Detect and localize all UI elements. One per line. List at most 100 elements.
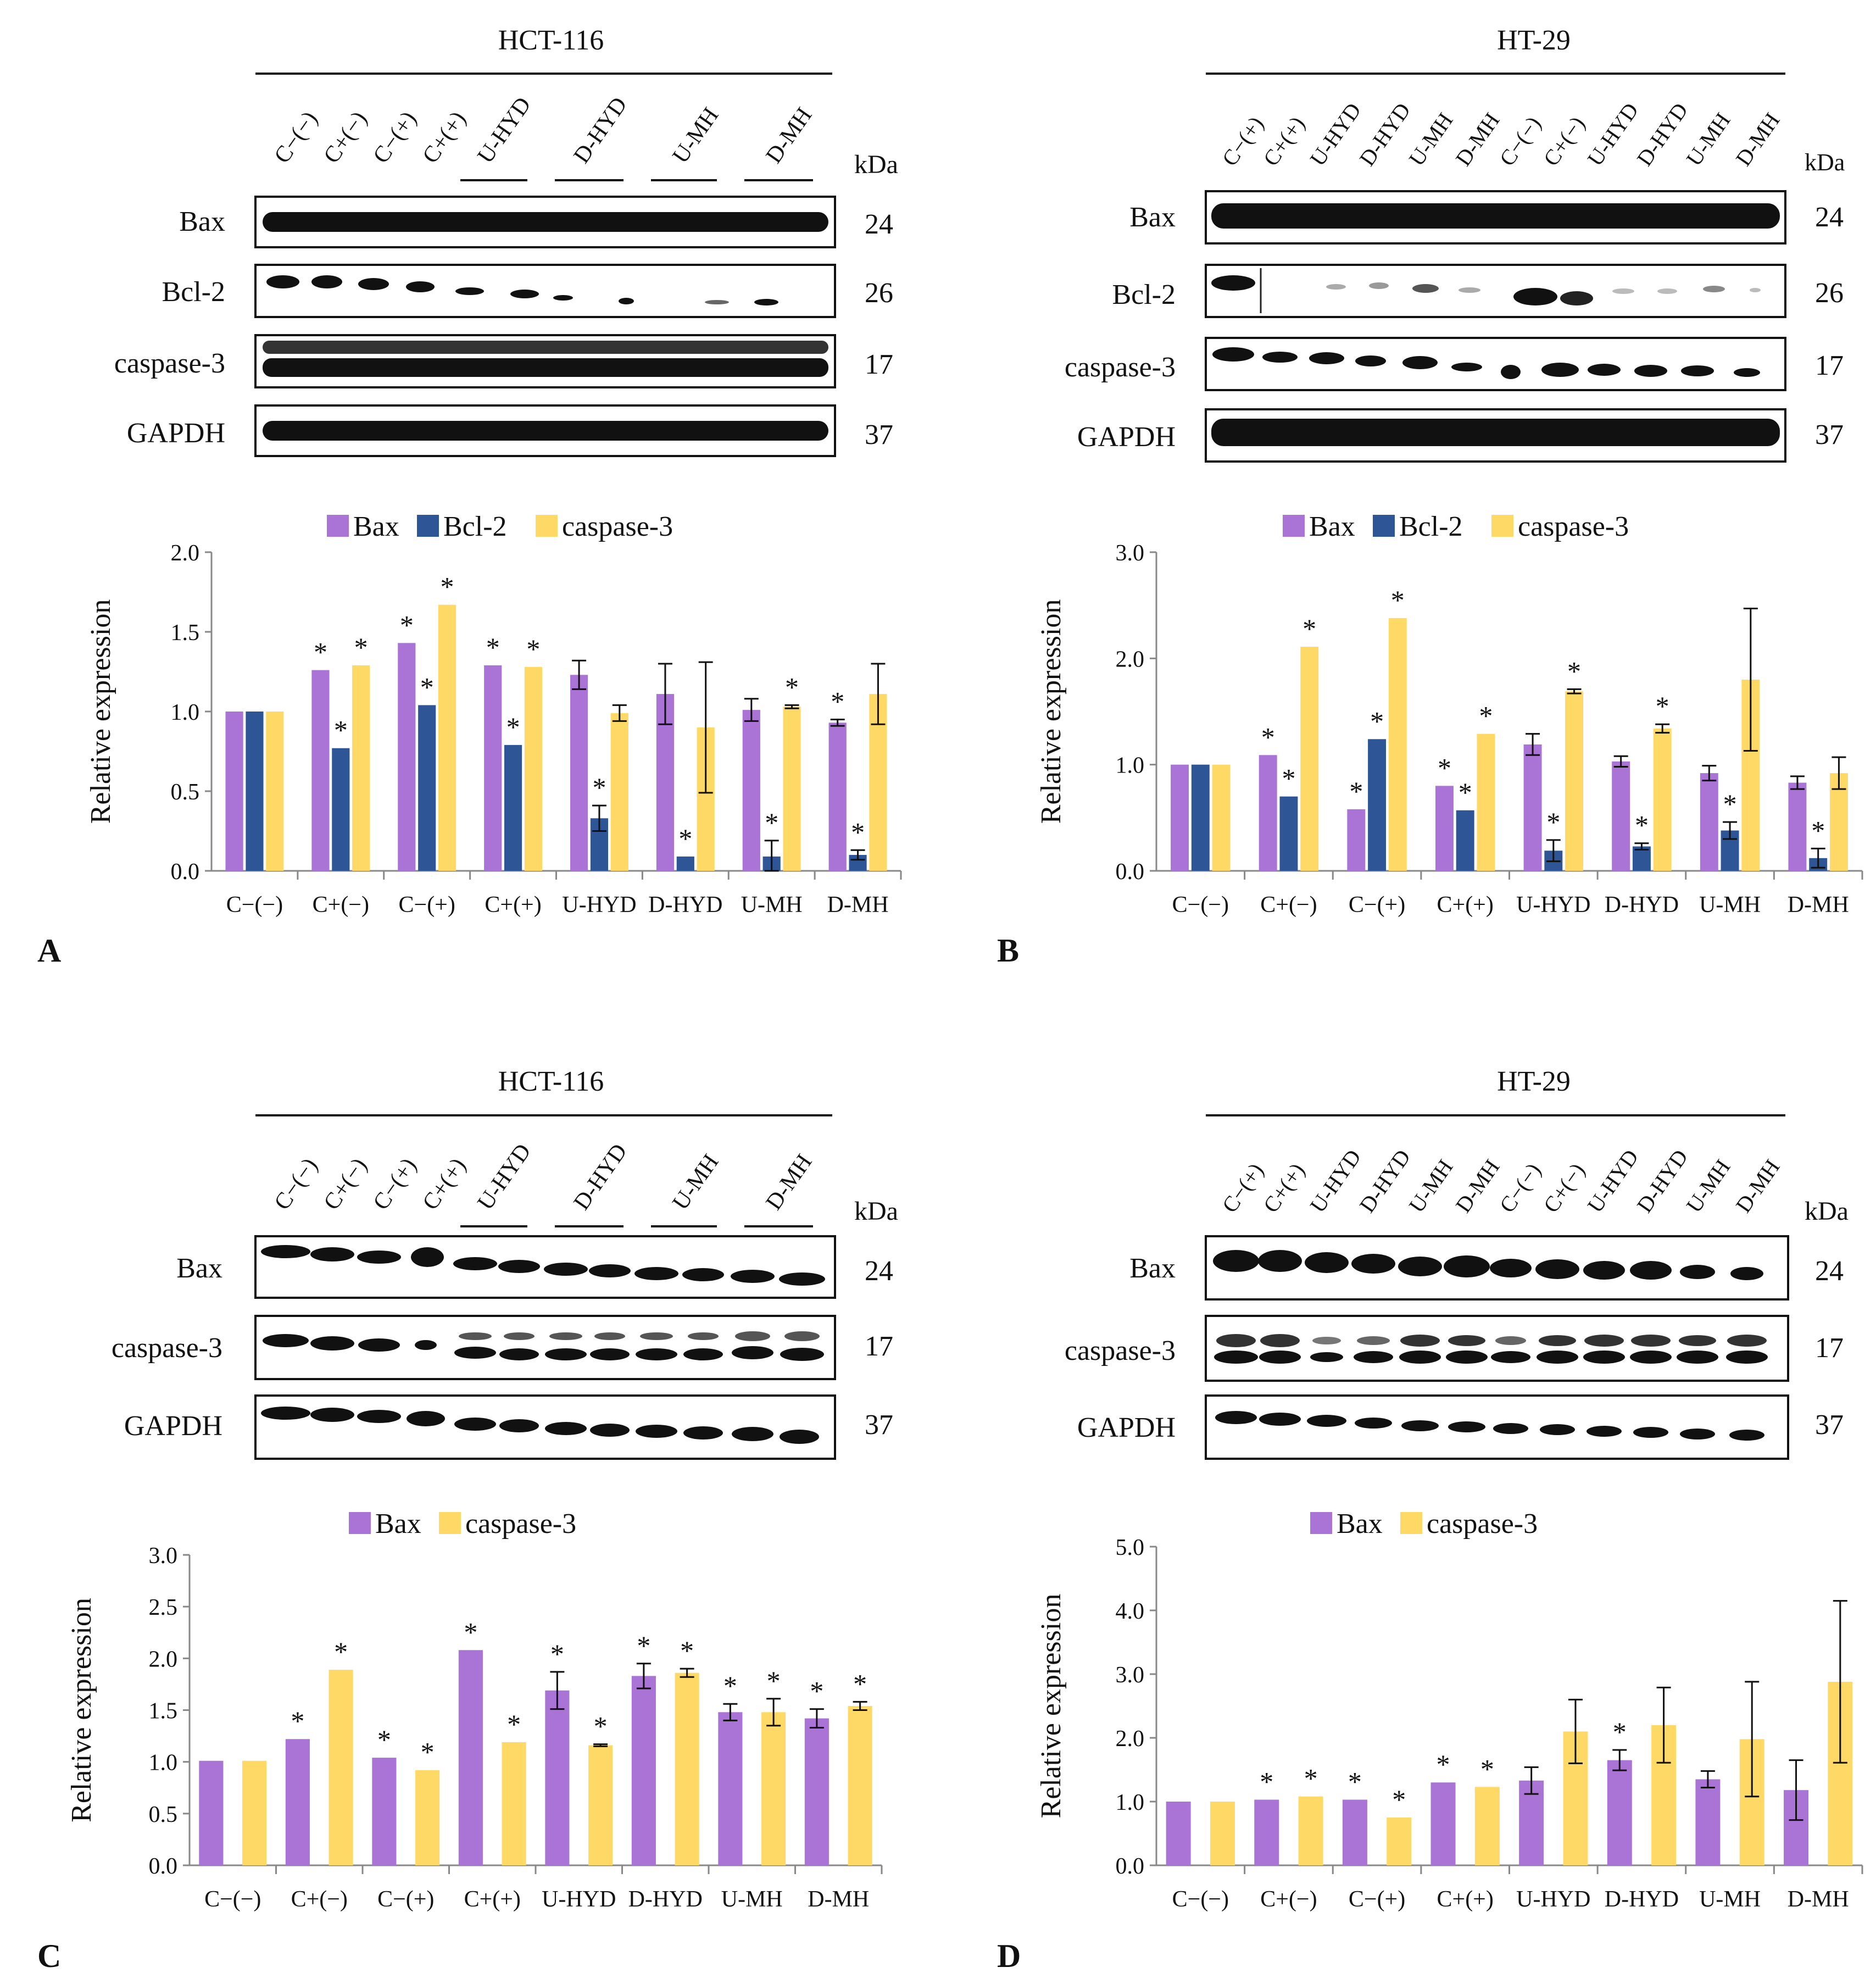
lane-label: C+(−)	[1539, 112, 1590, 170]
significance-star: *	[767, 1665, 781, 1696]
bar-bcl-2	[1456, 810, 1474, 871]
significance-star: *	[1656, 691, 1669, 721]
legend-swatch	[1491, 515, 1513, 537]
bar-caspase-3	[783, 707, 801, 871]
significance-star: *	[1480, 1753, 1494, 1784]
significance-star: *	[334, 1636, 348, 1667]
lane-label: U-MH	[668, 1150, 724, 1215]
blot-frame-bax	[254, 1235, 836, 1299]
blot-bands	[266, 275, 778, 305]
blot-protein-label: Bax	[1129, 202, 1176, 233]
significance-star: *	[314, 637, 327, 668]
y-tick-label: 0.0	[1116, 1854, 1145, 1879]
blot-bands	[263, 1334, 824, 1361]
blot-band-strip	[1211, 419, 1780, 446]
lane-label: D-HYD	[569, 1140, 632, 1215]
x-tick-label: U-HYD	[562, 892, 636, 918]
lane-label: U-MH	[1404, 108, 1458, 170]
y-axis-label: Relative expression	[1036, 599, 1067, 824]
bar-bax	[545, 1690, 570, 1865]
blot-protein-label: Bax	[176, 1253, 222, 1284]
blot-frame-caspase3	[254, 1315, 836, 1380]
significance-star: *	[1811, 815, 1825, 846]
significance-star: *	[1613, 1716, 1627, 1747]
y-axis-label: Relative expression	[66, 1598, 97, 1822]
bar-caspase-3	[761, 1712, 786, 1865]
blot-kda-value: 17	[865, 1331, 893, 1362]
lane-label: U-HYD	[1305, 1145, 1366, 1217]
bar-bcl-2	[418, 705, 436, 871]
significance-star: *	[1261, 721, 1275, 752]
bar-bcl-2	[676, 856, 694, 871]
y-tick-label: 1.5	[149, 1699, 178, 1724]
x-tick-label: D-HYD	[1605, 1887, 1679, 1912]
chart-b: 0.0 1.0 2.0 3.0 Relative expression C−(−) C+(−…	[1036, 511, 1863, 918]
lane-label: C+(+)	[418, 107, 471, 168]
blot-kda-value: 37	[865, 1409, 893, 1441]
blot-frame-caspase3	[1205, 1315, 1789, 1382]
significance-star: *	[1349, 776, 1363, 807]
bar-bcl-2	[1368, 739, 1387, 871]
y-tick-label: 4.0	[1116, 1599, 1145, 1624]
blot-protein-label: caspase-3	[112, 1332, 222, 1364]
blot-band-strip	[263, 212, 828, 232]
x-tick-label: C−(+)	[399, 892, 455, 918]
bar-caspase-3	[329, 1670, 353, 1865]
panel-a-lane-labels: C−(−) C+(−) C−(+) C+(+) U-HYD D-HYD U-MH…	[270, 93, 817, 168]
blot-kda-value: 24	[865, 1255, 893, 1287]
bar-bax	[199, 1760, 224, 1865]
blot-frame-bcl2	[254, 264, 836, 318]
bar-bax	[1171, 764, 1189, 871]
significance-star: *	[1546, 807, 1560, 837]
x-tick-label: U-HYD	[1516, 1887, 1590, 1912]
x-tick-label: D-HYD	[648, 892, 722, 918]
panel-c-lane-labels: C−(−) C+(−) C−(+) C+(+) U-HYD D-HYD U-MH…	[270, 1140, 817, 1215]
x-tick-label: U-MH	[721, 1887, 783, 1912]
y-tick-label: 2.0	[1116, 1726, 1145, 1752]
x-tick-label: C−(+)	[1349, 1887, 1405, 1912]
x-tick-label: C−(−)	[226, 892, 283, 918]
panel-d-title: HT-29	[1497, 1066, 1571, 1097]
y-tick-label: 5.0	[1116, 1535, 1145, 1560]
significance-star: *	[851, 816, 865, 847]
significance-star: *	[334, 715, 348, 746]
significance-star: *	[1567, 655, 1581, 686]
lane-label: C−(+)	[1217, 1159, 1268, 1217]
bar-bax	[631, 1676, 656, 1865]
blot-band-strip	[1211, 203, 1780, 229]
blot-kda-value: 37	[1815, 1409, 1844, 1441]
legend-label: caspase-3	[465, 1508, 576, 1540]
panel-letter-c: C	[37, 1938, 61, 1974]
y-axis-label: Relative expression	[85, 599, 116, 824]
bar-bax	[1166, 1802, 1191, 1865]
blot-kda-value: 24	[865, 209, 893, 240]
significance-star: *	[377, 1724, 391, 1755]
bar-caspase-3	[1388, 618, 1407, 871]
legend-swatch	[1373, 515, 1395, 537]
bar-caspase-3	[675, 1672, 699, 1865]
significance-star: *	[1479, 701, 1493, 731]
panel-d-kda-label: kDa	[1805, 1197, 1849, 1226]
lane-label: C−(−)	[1495, 1159, 1546, 1217]
bar-bax	[1612, 761, 1630, 871]
significance-star: *	[1370, 705, 1384, 736]
y-axis-label: Relative expression	[1036, 1594, 1067, 1819]
significance-star: *	[464, 1616, 477, 1647]
significance-star: *	[1348, 1766, 1362, 1797]
significance-star: *	[421, 1737, 435, 1768]
blot-protein-label: Bax	[179, 206, 225, 237]
blot-protein-label: caspase-3	[1065, 352, 1176, 383]
legend-label: Bcl-2	[443, 511, 507, 542]
significance-star: *	[810, 1676, 823, 1707]
lane-label: D-MH	[1731, 1155, 1785, 1217]
legend-swatch	[349, 1512, 371, 1534]
x-tick-label: C+(−)	[1260, 892, 1317, 918]
bar-caspase-3	[438, 604, 457, 871]
bar-bax	[372, 1758, 397, 1865]
lane-label: D-MH	[1451, 1155, 1505, 1217]
lane-label: C+(+)	[418, 1154, 471, 1215]
panel-b-lane-labels: C−(+) C+(+) U-HYD D-HYD U-MH D-MH C−(−) …	[1217, 98, 1785, 170]
bar-caspase-3	[1210, 1802, 1235, 1865]
lane-label: D-MH	[761, 1150, 817, 1215]
blot-protein-label: GAPDH	[1077, 1412, 1176, 1443]
